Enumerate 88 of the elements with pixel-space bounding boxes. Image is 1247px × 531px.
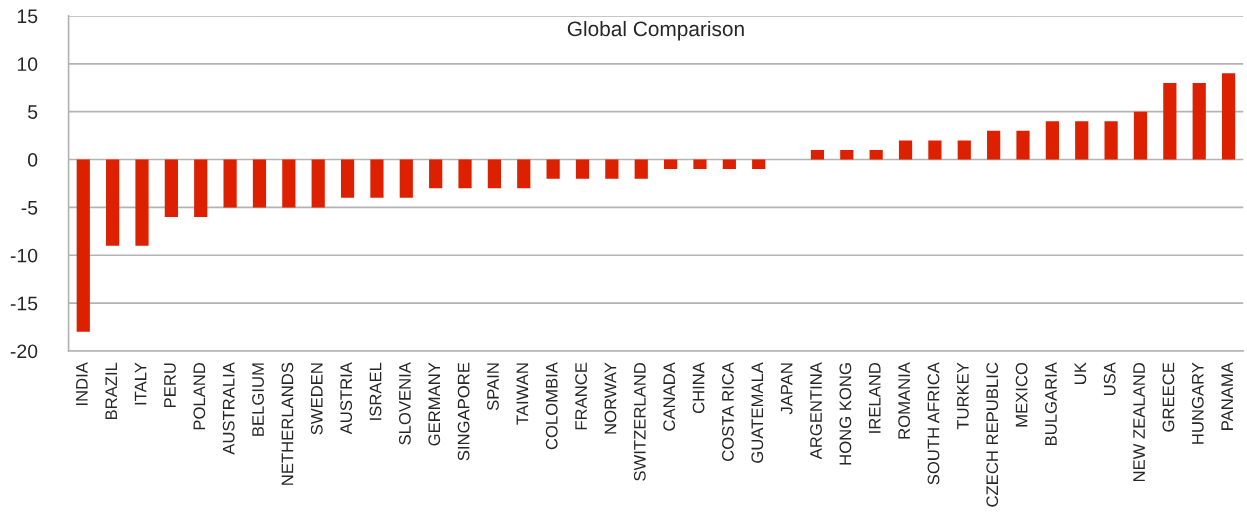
y-tick-label: 5 <box>27 105 38 119</box>
x-tick-label: SOUTH AFRICA <box>927 362 940 485</box>
x-tick-label: HUNGARY <box>1191 362 1204 444</box>
bar <box>1104 121 1118 160</box>
x-tick-label: USA <box>1103 362 1116 396</box>
y-tick-label: -10 <box>10 248 38 263</box>
x-tick-label: ISRAEL <box>369 362 382 420</box>
bar <box>634 159 648 179</box>
bar <box>223 159 237 208</box>
x-tick-label: NORWAY <box>604 362 617 434</box>
x-tick-label: FRANCE <box>575 362 587 430</box>
bar <box>605 159 619 179</box>
chart-title: Global Comparison <box>567 20 744 41</box>
bar <box>1192 82 1206 160</box>
bar <box>1133 111 1148 160</box>
x-tick-label: UK <box>1074 362 1087 384</box>
x-tick-label: CHINA <box>692 362 705 414</box>
bar <box>1016 130 1030 160</box>
x-tick-label: SINGAPORE <box>457 362 470 461</box>
x-tick-label: AUSTRALIA <box>222 362 235 455</box>
bar <box>722 159 736 170</box>
bar <box>810 149 825 160</box>
x-tick-label: HONG KONG <box>839 363 852 465</box>
y-tick-label: 0 <box>27 153 38 167</box>
bar <box>957 140 971 160</box>
x-tick-label: INDIA <box>76 362 88 406</box>
bar <box>546 159 560 179</box>
x-tick-label: ARGENTINA <box>810 362 822 460</box>
bar <box>106 159 120 246</box>
bar <box>987 130 1001 160</box>
bar <box>1221 73 1236 160</box>
y-tick-label: -15 <box>10 296 38 311</box>
bar <box>282 159 296 208</box>
x-tick-label: SPAIN <box>487 363 499 411</box>
x-tick-label: IRELAND <box>869 362 881 433</box>
bar <box>575 159 590 179</box>
bar <box>135 159 149 246</box>
bar <box>311 159 325 208</box>
bar <box>869 149 883 160</box>
y-tick-label: 15 <box>17 9 38 24</box>
bar <box>399 159 413 198</box>
bar <box>693 159 707 170</box>
bar <box>928 140 942 160</box>
bar <box>1075 121 1089 160</box>
bar <box>429 159 443 189</box>
bar <box>752 159 766 170</box>
bar <box>840 149 854 160</box>
x-tick-label: BULGARIA <box>1045 362 1057 446</box>
x-tick-label: POLAND <box>193 362 206 430</box>
x-tick-label: NEW ZEALAND <box>1133 362 1145 482</box>
x-tick-label: SLOVENIA <box>398 362 411 445</box>
x-tick-label: MEXICO <box>1015 362 1028 427</box>
bar <box>1163 82 1177 160</box>
y-tick-label: -20 <box>10 344 38 359</box>
x-tick-label: AUSTRIA <box>340 362 353 435</box>
bar <box>252 159 267 208</box>
x-tick-label: JAPAN <box>780 363 793 415</box>
x-tick-label: BRAZIL <box>105 362 117 420</box>
x-tick-label: ROMANIA <box>898 362 911 439</box>
bar <box>340 159 355 198</box>
x-tick-label: PANAMA <box>1221 362 1233 430</box>
bar <box>370 159 384 198</box>
x-tick-label: ITALY <box>134 362 147 405</box>
x-tick-label: GERMANY <box>428 362 441 446</box>
bar <box>898 140 913 160</box>
bar <box>458 159 472 189</box>
x-tick-label: PERU <box>164 363 176 408</box>
x-tick-label: TAIWAN <box>516 363 529 425</box>
x-tick-label: SWEDEN <box>310 363 323 435</box>
x-tick-label: GREECE <box>1162 362 1175 432</box>
y-tick-label: 10 <box>17 57 38 72</box>
bar <box>487 159 502 189</box>
x-tick-label: NETHERLANDS <box>281 362 294 485</box>
x-tick-label: BELGIUM <box>252 363 264 436</box>
bar <box>76 159 90 332</box>
bar <box>1045 121 1059 160</box>
x-tick-label: GUATEMALA <box>751 362 764 463</box>
bar <box>164 159 178 217</box>
bar <box>664 159 678 170</box>
x-tick-label: SWITZERLAND <box>633 362 646 481</box>
x-tick-label: CZECH REPUBLIC <box>986 362 999 507</box>
x-tick-label: CANADA <box>663 362 676 431</box>
x-tick-label: COSTA RICA <box>722 362 734 461</box>
x-tick-label: TURKEY <box>957 362 969 430</box>
x-tick-label: COLOMBIA <box>545 362 558 450</box>
y-tick-label: -5 <box>21 201 38 215</box>
bar <box>517 159 531 189</box>
bar <box>194 159 208 217</box>
